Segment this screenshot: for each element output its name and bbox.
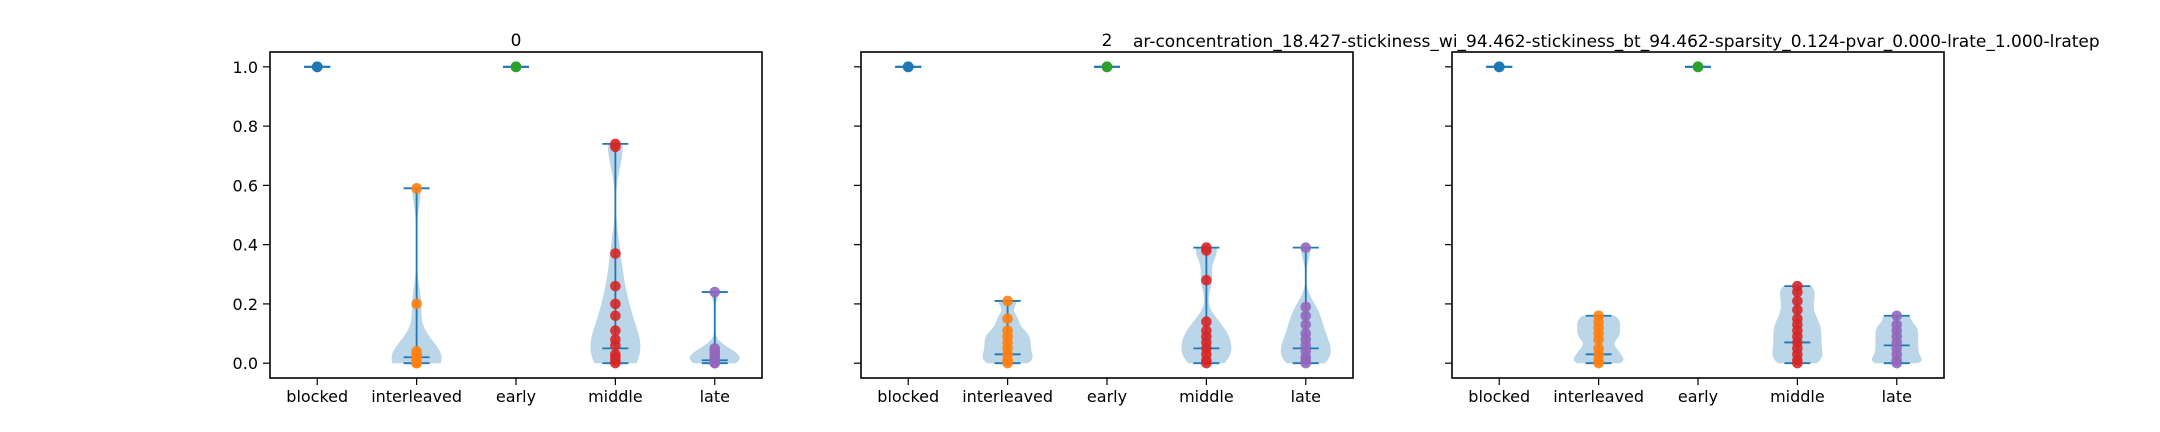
x-tick-label-interleaved: interleaved: [1553, 387, 1644, 406]
x-tick-label-blocked: blocked: [286, 387, 348, 406]
data-point-middle: [1792, 313, 1803, 325]
chart-panel-1: 2 blocked interleaved early middle late: [854, 31, 1354, 406]
data-point-middle: [610, 334, 621, 345]
y-tick-label: 0.6: [233, 176, 258, 195]
data-point-late: [1300, 319, 1312, 330]
chart-panel-2: blocked interleaved early middle late: [1445, 51, 1945, 406]
chart-title-1: 2: [1102, 31, 1113, 51]
data-point-blocked: [311, 61, 323, 73]
x-tick-label-middle: middle: [1770, 387, 1825, 406]
x-tick-label-early: early: [1087, 387, 1127, 406]
x-tick-label-late: late: [700, 387, 730, 406]
data-point-middle: [1792, 280, 1803, 292]
data-point-interleaved: [411, 183, 422, 194]
data-point-middle: [1201, 274, 1212, 286]
y-tick-label: 0.2: [233, 295, 258, 314]
x-tick-label-middle: middle: [588, 387, 643, 406]
axes-frame: [1451, 51, 1945, 379]
data-point-late: [1300, 310, 1312, 322]
data-point-interleaved: [411, 346, 422, 357]
data-point-early: [1101, 61, 1113, 73]
x-tick-label-interleaved: interleaved: [371, 387, 462, 406]
data-point-middle: [1201, 325, 1212, 336]
data-point-middle: [610, 298, 621, 310]
x-tick-label-blocked: blocked: [877, 387, 939, 406]
data-point-early: [510, 61, 522, 73]
data-point-middle: [610, 138, 621, 150]
x-tick-label-early: early: [496, 387, 536, 406]
data-point-middle: [1201, 316, 1212, 327]
data-point-middle: [610, 248, 621, 259]
x-tick-label-late: late: [1291, 387, 1321, 406]
data-point-late: [1891, 310, 1903, 322]
data-point-late: [709, 343, 721, 354]
x-tick-label-early: early: [1678, 387, 1718, 406]
data-point-blocked: [1493, 61, 1505, 73]
data-point-middle: [610, 310, 621, 322]
figure-suptitle: ar-concentration_18.427-stickiness_wi_94…: [1133, 32, 2100, 52]
x-tick-label-interleaved: interleaved: [962, 387, 1053, 406]
data-point-late: [1300, 301, 1312, 313]
data-point-blocked: [902, 61, 914, 73]
y-tick-label: 0.4: [233, 236, 258, 255]
x-tick-label-middle: middle: [1179, 387, 1234, 406]
data-point-interleaved: [1002, 295, 1013, 307]
data-point-late: [1300, 328, 1312, 339]
axes-frame: [269, 51, 763, 379]
chart-title-0: 0: [511, 31, 522, 51]
x-tick-label-late: late: [1882, 387, 1912, 406]
data-point-middle: [1792, 304, 1803, 316]
data-point-interleaved: [1593, 310, 1604, 322]
y-tick-label: 0.8: [233, 117, 258, 136]
panels: 0 0.0 0.2 0.4 0.6 0.8 1.0 blocked interleaved ear…: [233, 31, 1945, 406]
data-point-interleaved: [1593, 343, 1604, 354]
data-point-middle: [1792, 295, 1803, 307]
data-point-late: [1891, 319, 1903, 330]
data-point-middle: [610, 348, 621, 360]
data-point-late: [1300, 242, 1312, 253]
data-point-early: [1692, 61, 1704, 73]
data-point-interleaved: [1002, 325, 1013, 336]
data-point-interleaved: [1002, 313, 1013, 325]
y-tick-label: 1.0: [233, 58, 258, 77]
data-point-late: [709, 286, 721, 298]
data-point-middle: [610, 280, 621, 292]
axes-frame: [860, 51, 1354, 379]
data-point-middle: [610, 325, 621, 336]
data-point-middle: [1201, 242, 1212, 253]
x-tick-label-blocked: blocked: [1468, 387, 1530, 406]
y-tick-label: 0.0: [233, 354, 258, 373]
chart-panel-0: 0 0.0 0.2 0.4 0.6 0.8 1.0 blocked interleaved ear…: [233, 31, 763, 406]
data-point-interleaved: [411, 298, 422, 310]
